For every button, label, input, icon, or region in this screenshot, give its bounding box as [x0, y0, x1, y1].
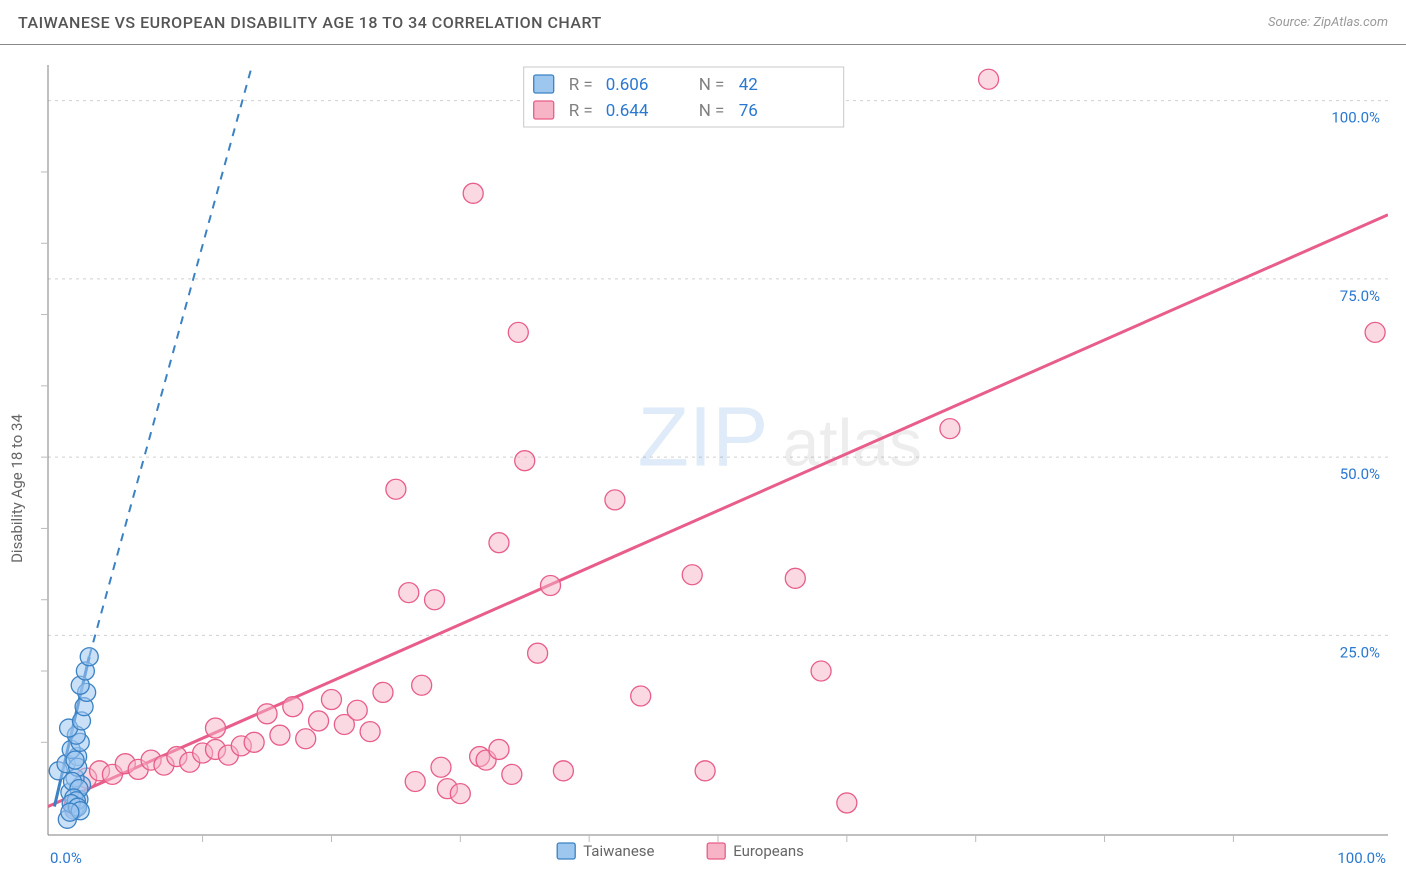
point-europeans — [425, 590, 445, 610]
point-europeans — [244, 732, 264, 752]
y-tick-label: 50.0% — [1340, 465, 1380, 483]
point-europeans — [811, 661, 831, 681]
point-europeans — [631, 686, 651, 706]
point-europeans — [321, 690, 341, 710]
legend-taiwanese-swatch — [557, 843, 575, 859]
stats-n-value: 42 — [739, 75, 758, 95]
stats-n-value: 76 — [739, 101, 758, 121]
watermark-zip: ZIP — [638, 389, 769, 483]
stats-r-label: R = — [569, 75, 593, 95]
watermark: ZIPatlas — [638, 389, 922, 483]
point-europeans — [412, 675, 432, 695]
point-europeans — [283, 697, 303, 717]
y-tick-label: 25.0% — [1340, 643, 1380, 661]
stats-swatch — [534, 75, 554, 93]
point-europeans — [528, 643, 548, 663]
point-taiwanese — [66, 751, 84, 769]
y-tick-label: 100.0% — [1331, 109, 1380, 127]
point-europeans — [489, 739, 509, 759]
legend-taiwanese-label: Taiwanese — [583, 842, 654, 860]
stats-n-label: N = — [699, 101, 725, 121]
x-tick-min: 0.0% — [50, 849, 82, 867]
point-europeans — [1365, 322, 1385, 342]
point-europeans — [309, 711, 329, 731]
chart-title: TAIWANESE VS EUROPEAN DISABILITY AGE 18 … — [18, 13, 602, 32]
point-taiwanese — [80, 648, 98, 666]
point-europeans — [489, 533, 509, 553]
trendline-europeans — [48, 215, 1388, 807]
scatter-plot-svg: ZIPatlas 25.0% 50.0% 75.0% 100.0% 0.0% 100.0% D… — [0, 45, 1406, 892]
point-europeans — [463, 183, 483, 203]
point-europeans — [296, 729, 316, 749]
legend-europeans-label: Europeans — [733, 842, 804, 860]
point-europeans — [450, 784, 470, 804]
point-europeans — [605, 490, 625, 510]
source-prefix: Source: — [1268, 15, 1313, 30]
source-link[interactable]: ZipAtlas.com — [1313, 15, 1388, 30]
legend: Taiwanese Europeans — [557, 842, 804, 860]
point-europeans — [785, 568, 805, 588]
stats-r-value: 0.606 — [606, 75, 649, 95]
point-europeans — [431, 757, 451, 777]
x-tick-max: 100.0% — [1337, 849, 1386, 867]
point-europeans — [502, 764, 522, 784]
y-axis-label: Disability Age 18 to 34 — [8, 414, 26, 563]
stats-r-label: R = — [569, 101, 593, 121]
point-europeans — [508, 322, 528, 342]
point-europeans — [386, 479, 406, 499]
point-europeans — [541, 575, 561, 595]
point-taiwanese — [61, 803, 79, 821]
trendline-taiwanese-extrapolated — [89, 58, 254, 657]
point-europeans — [405, 772, 425, 792]
point-europeans — [206, 718, 226, 738]
point-europeans — [360, 722, 380, 742]
legend-europeans-swatch — [707, 843, 725, 859]
point-europeans — [257, 704, 277, 724]
stats-n-label: N = — [699, 75, 725, 95]
source-credit: Source: ZipAtlas.com — [1268, 15, 1388, 30]
y-tick-label: 75.0% — [1340, 287, 1380, 305]
watermark-atlas: atlas — [783, 405, 922, 479]
point-europeans — [837, 793, 857, 813]
point-europeans — [373, 682, 393, 702]
stats-box: R = 0.606 N = 42 R = 0.644 N = 76 — [524, 67, 844, 127]
point-europeans — [270, 725, 290, 745]
point-europeans — [515, 451, 535, 471]
point-europeans — [399, 583, 419, 603]
point-europeans — [979, 69, 999, 89]
point-europeans — [695, 761, 715, 781]
stats-swatch — [534, 101, 554, 119]
chart-area: ZIPatlas 25.0% 50.0% 75.0% 100.0% 0.0% 100.0% D… — [0, 45, 1406, 892]
point-europeans — [553, 761, 573, 781]
point-europeans — [682, 565, 702, 585]
stats-r-value: 0.644 — [606, 101, 649, 121]
point-europeans — [347, 700, 367, 720]
chart-header: TAIWANESE VS EUROPEAN DISABILITY AGE 18 … — [0, 0, 1406, 45]
point-europeans — [940, 419, 960, 439]
